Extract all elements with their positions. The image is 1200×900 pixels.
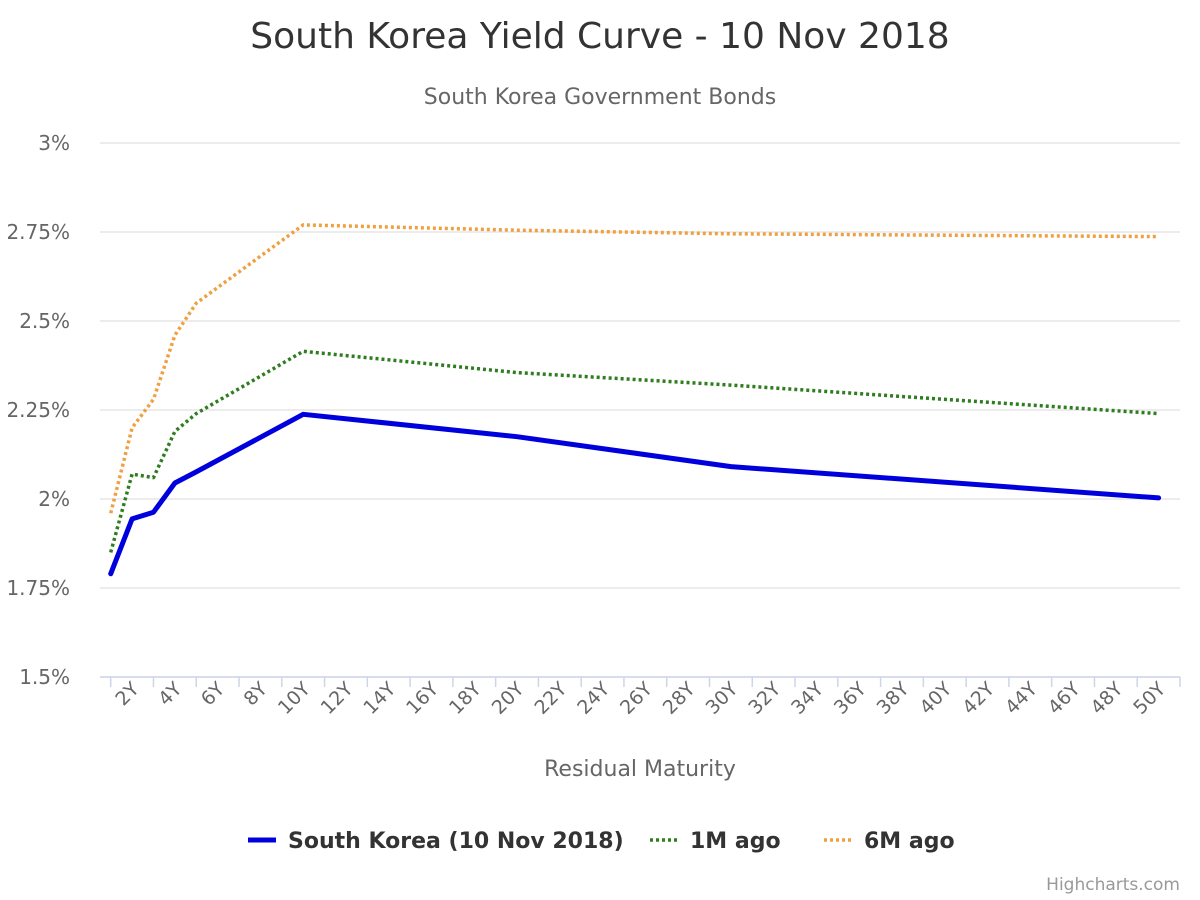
x-tick-label: 30Y bbox=[702, 678, 743, 719]
y-axis: 1.5% 1.75% 2% 2.25% 2.5% 2.75% 3% bbox=[6, 131, 70, 689]
x-tick-label: 46Y bbox=[1044, 678, 1085, 719]
y-tick-label: 2.75% bbox=[6, 220, 70, 244]
x-tick-label: 34Y bbox=[787, 678, 828, 719]
x-axis: 2Y 4Y 6Y 8Y 10Y 12Y 14Y 16Y 18Y 20Y 22Y 24Y 26Y 28Y 30… bbox=[100, 676, 1181, 719]
x-tick-label: 2Y bbox=[111, 678, 144, 711]
chart-title: South Korea Yield Curve - 10 Nov 2018 bbox=[250, 16, 949, 57]
x-tick-label: 8Y bbox=[240, 678, 273, 711]
series-line-3[interactable] bbox=[109, 223, 1159, 514]
x-tick-label: 40Y bbox=[915, 678, 956, 719]
credits-link[interactable]: Highcharts.com bbox=[1046, 875, 1180, 895]
x-tick-label: 12Y bbox=[317, 678, 358, 719]
x-tick-label: 22Y bbox=[530, 678, 571, 719]
series-line-1[interactable] bbox=[108, 411, 1162, 577]
legend-item-2[interactable]: 1M ago bbox=[650, 829, 781, 854]
legend-label: 1M ago bbox=[690, 829, 781, 854]
x-tick-label: 14Y bbox=[359, 678, 400, 719]
x-tick-label: 18Y bbox=[445, 678, 486, 719]
y-tick-label: 3% bbox=[38, 131, 70, 155]
y-tick-label: 1.75% bbox=[6, 576, 70, 600]
x-tick-label: 4Y bbox=[154, 678, 187, 711]
x-tick-label: 10Y bbox=[274, 678, 315, 719]
y-tick-label: 2.5% bbox=[19, 309, 70, 333]
series-line-2[interactable] bbox=[109, 349, 1159, 553]
legend-label: South Korea (10 Nov 2018) bbox=[288, 829, 624, 854]
x-axis-label: Residual Maturity bbox=[544, 757, 736, 782]
x-tick-label: 42Y bbox=[958, 678, 999, 719]
chart-subtitle: South Korea Government Bonds bbox=[424, 85, 776, 110]
legend: South Korea (10 Nov 2018) 1M ago 6M ago bbox=[248, 829, 955, 854]
legend-item-1[interactable]: South Korea (10 Nov 2018) bbox=[248, 829, 624, 854]
x-tick-label: 26Y bbox=[616, 678, 657, 719]
y-tick-label: 2.25% bbox=[6, 398, 70, 422]
series-lines bbox=[108, 223, 1162, 577]
x-tick-label: 20Y bbox=[488, 678, 529, 719]
x-tick-label: 24Y bbox=[573, 678, 614, 719]
x-tick-label: 32Y bbox=[744, 678, 785, 719]
x-tick-label: 50Y bbox=[1129, 678, 1170, 719]
x-tick-label: 44Y bbox=[1001, 678, 1042, 719]
x-tick-label: 48Y bbox=[1087, 678, 1128, 719]
x-tick-label: 28Y bbox=[659, 678, 700, 719]
y-tick-label: 1.5% bbox=[19, 665, 70, 689]
legend-item-3[interactable]: 6M ago bbox=[824, 829, 955, 854]
x-tick-label: 36Y bbox=[830, 678, 871, 719]
x-tick-label: 16Y bbox=[402, 678, 443, 719]
x-tick-label: 6Y bbox=[197, 678, 230, 711]
grid-lines bbox=[100, 142, 1180, 678]
x-tick-label: 38Y bbox=[873, 678, 914, 719]
legend-label: 6M ago bbox=[864, 829, 955, 854]
y-tick-label: 2% bbox=[38, 487, 70, 511]
